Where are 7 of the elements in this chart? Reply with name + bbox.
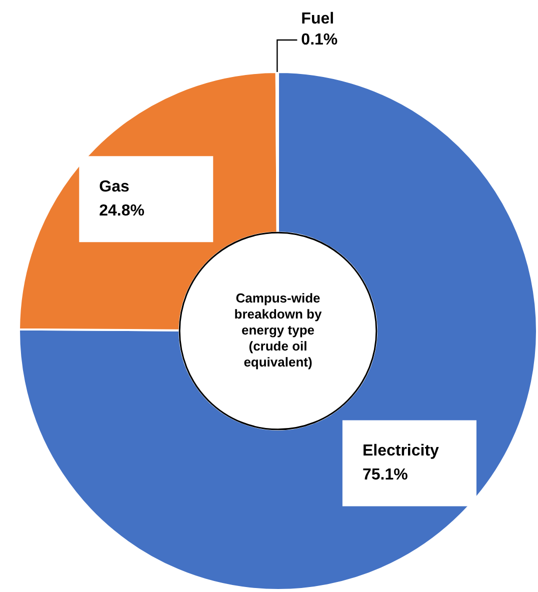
data-label: 24.8%: [99, 202, 145, 220]
slice-label: Electricity: [362, 442, 440, 460]
slice-label: Fuel: [301, 10, 334, 28]
data-label: 0.1%: [301, 31, 338, 48]
text: Campus-wide breakdown by energy type (crude oil equivalent): [234, 290, 322, 370]
slice-label: Gas: [99, 178, 130, 196]
data-label: 75.1%: [362, 466, 408, 484]
